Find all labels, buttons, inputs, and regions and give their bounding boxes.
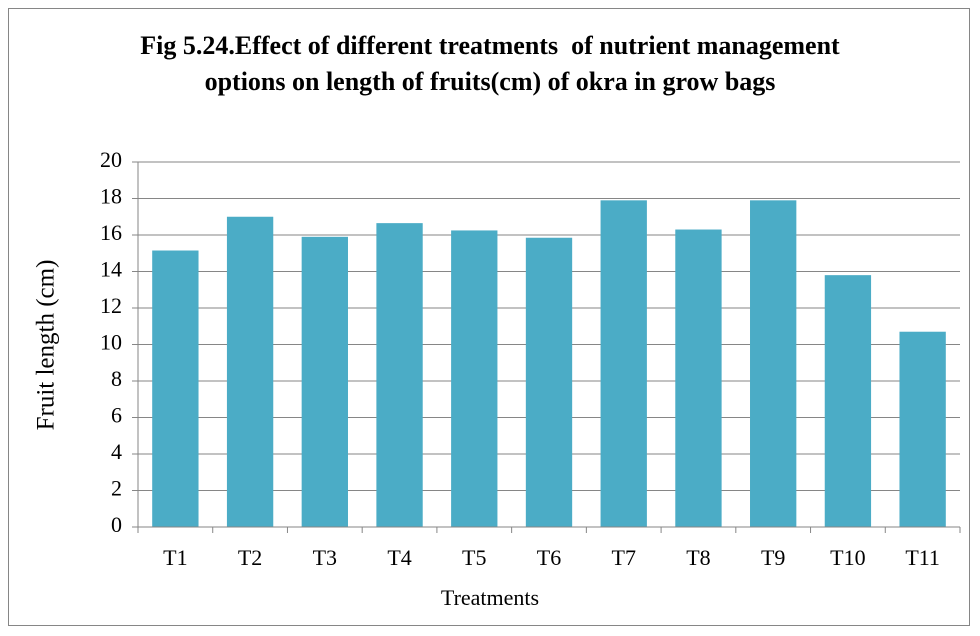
bar bbox=[525, 237, 573, 528]
x-tick-label: T8 bbox=[686, 545, 710, 570]
x-tick-label: T10 bbox=[830, 545, 865, 570]
bar bbox=[152, 250, 199, 527]
bar bbox=[824, 275, 872, 527]
chart-title: Fig 5.24.Effect of different treatments … bbox=[140, 31, 847, 96]
x-tick-label: T1 bbox=[163, 545, 187, 570]
x-tick-label: T2 bbox=[238, 545, 262, 570]
y-tick-label: 8 bbox=[111, 366, 122, 391]
bar bbox=[226, 216, 274, 527]
bar bbox=[899, 331, 946, 527]
bar bbox=[750, 200, 797, 527]
x-tick-label: T7 bbox=[612, 545, 636, 570]
y-tick-label: 0 bbox=[111, 512, 122, 537]
y-tick-label: 6 bbox=[111, 403, 122, 428]
x-axis-label: Treatments bbox=[441, 585, 539, 610]
y-tick-label: 12 bbox=[100, 293, 122, 318]
x-tick-label: T6 bbox=[537, 545, 561, 570]
y-axis-label: Fruit length (cm) bbox=[33, 260, 60, 431]
y-tick-label: 16 bbox=[100, 220, 122, 245]
bar bbox=[451, 230, 498, 527]
bar bbox=[301, 236, 348, 527]
x-tick-label: T5 bbox=[462, 545, 486, 570]
bar bbox=[376, 223, 423, 527]
y-tick-label: 10 bbox=[100, 330, 122, 355]
y-tick-label: 14 bbox=[100, 257, 122, 282]
x-tick-label: T9 bbox=[761, 545, 785, 570]
y-tick-label: 20 bbox=[100, 147, 122, 172]
x-tick-label: T3 bbox=[313, 545, 337, 570]
y-tick-label: 4 bbox=[111, 439, 122, 464]
chart-frame bbox=[8, 8, 970, 626]
bar bbox=[675, 229, 722, 527]
x-tick-label: T4 bbox=[387, 545, 411, 570]
y-tick-label: 18 bbox=[100, 184, 122, 209]
y-tick-label: 2 bbox=[111, 476, 122, 501]
x-tick-label: T11 bbox=[905, 545, 940, 570]
bar bbox=[600, 200, 647, 527]
